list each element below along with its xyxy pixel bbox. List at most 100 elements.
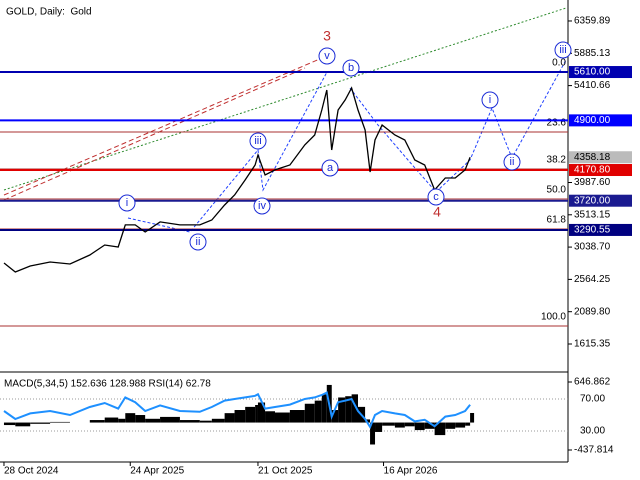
macd-bar <box>15 422 31 427</box>
price-line <box>3 86 471 273</box>
macd-bar <box>160 416 180 423</box>
x-tick-label: 21 Oct 2025 <box>258 466 313 477</box>
level-label: 4900.00 <box>574 115 611 126</box>
y-tick-label: 5410.66 <box>574 80 611 91</box>
macd-bar <box>255 404 258 423</box>
wave-label: v <box>324 50 330 62</box>
y-tick-label: 646.862 <box>574 377 611 388</box>
level-label: 5610.00 <box>574 67 611 78</box>
last-price-label: 4358.18 <box>574 152 611 163</box>
macd-bar <box>30 422 51 424</box>
fib-label: 38.2 <box>547 155 567 166</box>
macd-bar <box>370 422 376 445</box>
wave-circle <box>118 194 136 212</box>
wave-label: a <box>327 162 334 174</box>
macd-bar <box>465 422 471 426</box>
trend-line <box>3 7 567 191</box>
macd-bar <box>257 402 266 423</box>
macd-bar <box>304 403 315 423</box>
y-tick-label: 70.00 <box>580 394 605 405</box>
y-tick-label: 5885.13 <box>574 48 611 59</box>
level-tag <box>569 223 632 236</box>
macd-bar <box>404 422 415 427</box>
wave-circle <box>318 47 336 65</box>
x-tick-label: 28 Oct 2024 <box>4 466 59 477</box>
macd-bar <box>414 422 425 431</box>
macd-bar <box>199 420 212 423</box>
fib-label: 50.0 <box>547 185 567 196</box>
level-tag <box>569 114 632 127</box>
macd-bar <box>145 418 161 423</box>
macd-bar <box>455 422 466 428</box>
chart-title: GOLD, Daily: Gold <box>6 7 92 18</box>
wave-label: iii <box>254 135 261 147</box>
macd-bar <box>424 422 435 429</box>
macd-bar <box>470 412 475 423</box>
trend-line <box>3 67 306 201</box>
wave-path <box>127 71 328 233</box>
wave-label: i <box>489 94 491 106</box>
wave-label: ii <box>510 156 515 168</box>
macd-bar <box>104 417 119 423</box>
y-tick-label: 1615.35 <box>574 339 611 350</box>
wave-label: b <box>348 62 354 74</box>
fib-label: 23.6 <box>547 118 567 129</box>
wave-circle <box>427 188 445 206</box>
macd-bar <box>245 406 256 423</box>
macd-bar <box>265 411 275 423</box>
y-tick-label: 30.00 <box>580 426 605 437</box>
fib-label: 0.0 <box>552 58 566 69</box>
level-tag <box>569 194 632 207</box>
rsi-line <box>3 391 471 430</box>
wave-label: i <box>126 197 128 209</box>
macd-bar <box>3 422 16 426</box>
macd-bar <box>314 400 322 423</box>
wave-circle <box>503 153 521 171</box>
macd-bar <box>234 410 246 423</box>
macd-bar <box>321 394 327 423</box>
wave-label: iii <box>559 44 566 56</box>
wave-label: ii <box>196 236 201 248</box>
macd-bar <box>345 396 352 423</box>
y-tick-label: 6359.89 <box>574 16 611 27</box>
macd-bar <box>289 410 305 423</box>
trend-line <box>3 57 323 196</box>
wave-circle <box>189 233 207 251</box>
y-tick-label: 3038.70 <box>574 242 611 253</box>
macd-bar <box>274 412 290 423</box>
level-label: 4170.80 <box>574 165 611 176</box>
wave-circle <box>554 41 572 59</box>
wave-circle <box>249 132 267 150</box>
macd-bar <box>382 422 395 426</box>
wave-circle <box>321 159 339 177</box>
indicator-title: MACD(5,34,5) 152.636 128.988 RSI(14) 62.… <box>4 379 211 390</box>
macd-bar <box>89 420 105 423</box>
x-tick-label: 16 Apr 2026 <box>384 466 438 477</box>
y-tick-label: 2089.80 <box>574 306 611 317</box>
macd-bar <box>125 413 136 423</box>
level-tag <box>569 164 632 177</box>
macd-bar <box>135 415 146 423</box>
macd-bar <box>179 420 200 423</box>
macd-bar <box>434 422 446 436</box>
macd-bar <box>331 410 339 423</box>
wave-circle <box>481 91 499 109</box>
macd-bar <box>365 419 371 423</box>
macd-bar <box>394 422 405 428</box>
last-price-tag <box>569 151 632 164</box>
y-tick-label: 3987.60 <box>574 177 611 188</box>
y-tick-label: 3513.15 <box>574 209 611 220</box>
macd-bar <box>351 394 358 423</box>
x-tick-label: 24 Apr 2025 <box>130 466 184 477</box>
wave-label: 4 <box>433 204 441 220</box>
macd-bar <box>118 418 126 423</box>
macd-bar <box>338 397 346 423</box>
y-tick-label: 2564.25 <box>574 274 611 285</box>
macd-bar <box>50 421 70 423</box>
wave-circle <box>342 59 360 77</box>
level-label: 3720.00 <box>574 195 611 206</box>
macd-bar <box>445 422 456 429</box>
macd-bar <box>224 413 235 423</box>
